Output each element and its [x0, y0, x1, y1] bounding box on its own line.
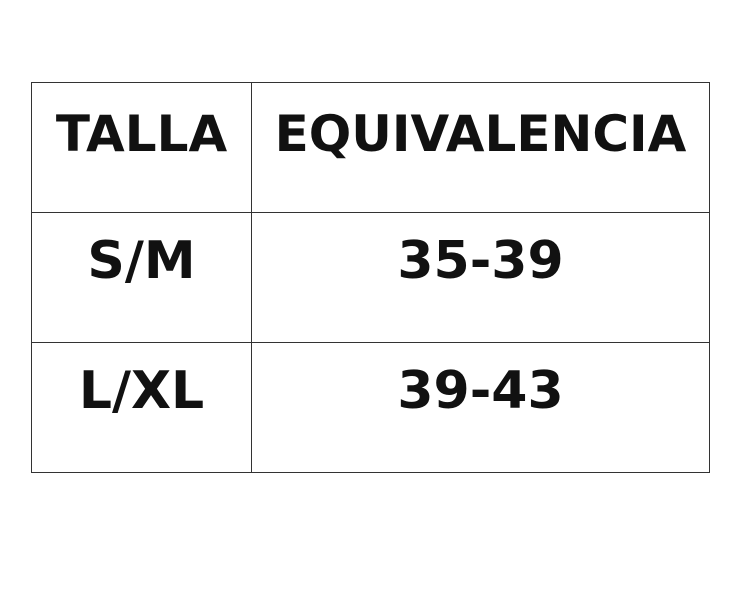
header-cell: TALLA [31, 82, 252, 213]
cell: 39-43 [251, 342, 710, 473]
row: S/M 35-39 [31, 212, 710, 343]
cell: S/M [31, 212, 252, 343]
header-cell: EQUIVALENCIA [251, 82, 710, 213]
cell: L/XL [31, 342, 252, 473]
row: L/XL 39-43 [31, 342, 710, 473]
size-table: TALLA EQUIVALENCIA S/M 35-39 L/XL 39-43 [31, 82, 710, 473]
header-row: TALLA EQUIVALENCIA [31, 82, 710, 213]
cell: 35-39 [251, 212, 710, 343]
